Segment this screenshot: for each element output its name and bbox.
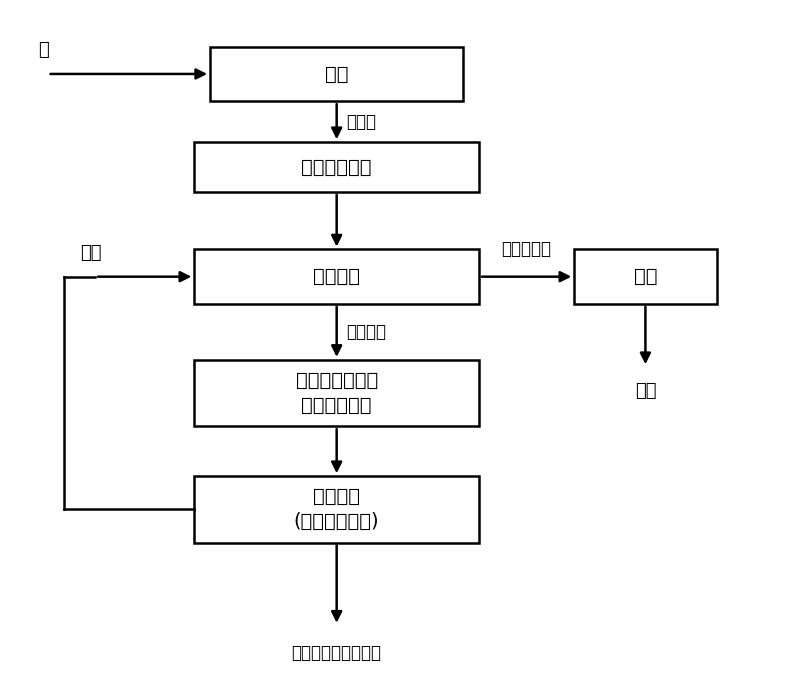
Text: 精制: 精制 <box>634 267 657 286</box>
Text: 发酵: 发酵 <box>325 65 349 83</box>
Text: 发酵液: 发酵液 <box>346 112 376 131</box>
Text: 脱无机盐的等电母液: 脱无机盐的等电母液 <box>292 644 382 662</box>
Text: 酸碱再生
(双极膜电渗析): 酸碱再生 (双极膜电渗析) <box>294 487 379 531</box>
Text: 除菌、除蛋白: 除菌、除蛋白 <box>302 157 372 176</box>
Text: 等电母液: 等电母液 <box>346 323 386 341</box>
Text: 氨: 氨 <box>38 41 49 59</box>
Text: 硫酸: 硫酸 <box>81 244 102 262</box>
Text: 味精: 味精 <box>634 382 656 400</box>
Bar <box>574 250 717 304</box>
Bar <box>194 360 479 426</box>
Bar <box>210 46 463 101</box>
Bar <box>194 250 479 304</box>
Text: 谷氨酸晶体: 谷氨酸晶体 <box>502 240 552 258</box>
Bar <box>194 142 479 192</box>
Text: 除菌、除蛋白、
浓缩、脱钙镁: 除菌、除蛋白、 浓缩、脱钙镁 <box>295 371 378 415</box>
Text: 等电结晶: 等电结晶 <box>313 267 360 286</box>
Bar <box>194 476 479 542</box>
